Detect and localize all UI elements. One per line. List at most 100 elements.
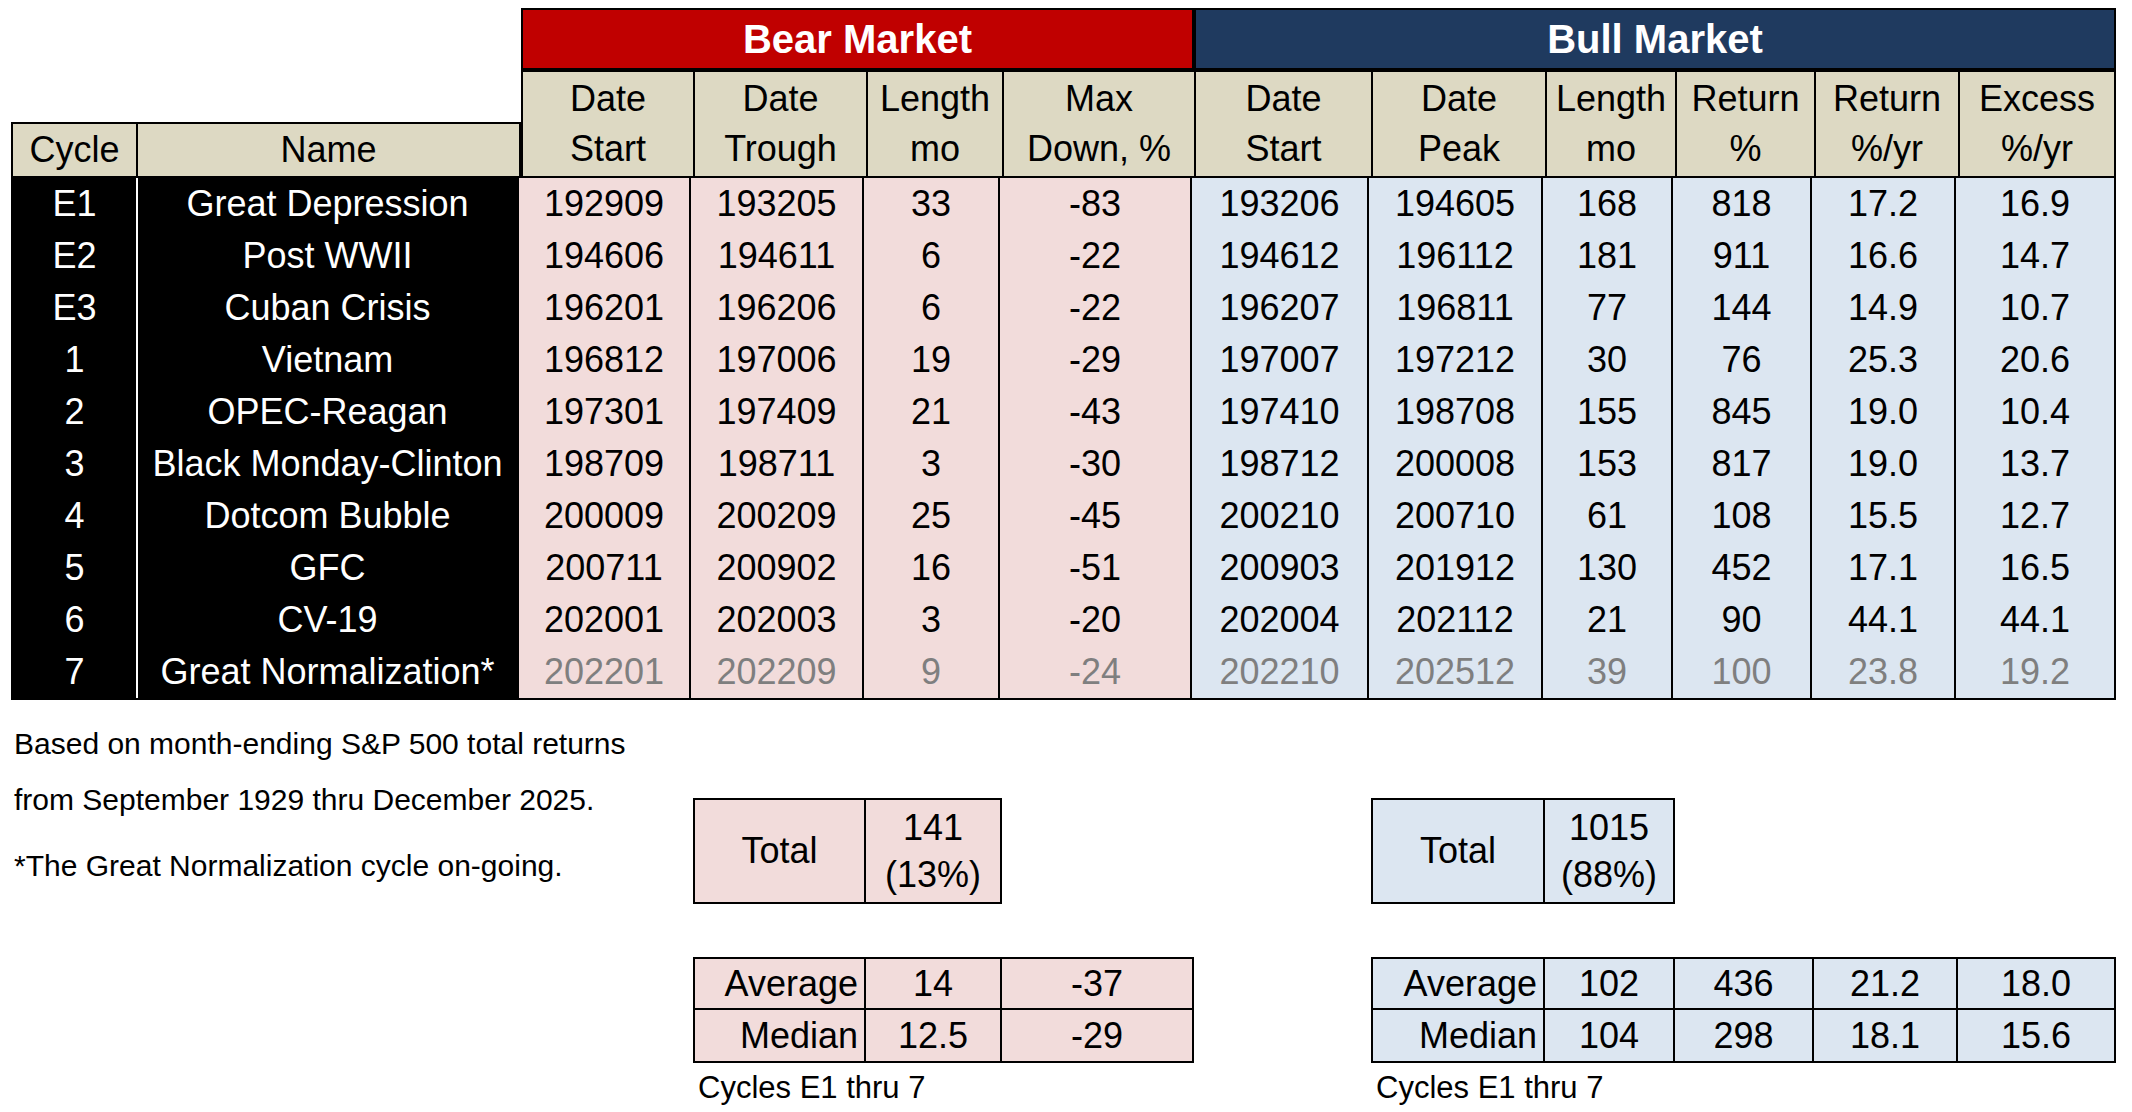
hdr-line2: mo (910, 124, 960, 174)
hdr-line2: mo (1586, 124, 1636, 174)
cell-bear-date-start: 200009 (519, 490, 691, 542)
hdr-line1: Date (570, 74, 646, 124)
cell-bull-excess-yr: 14.7 (1956, 230, 2114, 282)
footnotes: Based on month-ending S&P 500 total retu… (14, 716, 626, 894)
cell-bull-return: 108 (1673, 490, 1812, 542)
cell-name: Great Normalization* (138, 646, 519, 698)
table-row: 1 Vietnam 196812 197006 19 -29 197007 19… (13, 334, 2114, 386)
col-header-bull-date-peak: Date Peak (1373, 72, 1547, 176)
cell-cycle: E1 (13, 178, 138, 230)
cell-bear-date-start: 200711 (519, 542, 691, 594)
cell-bear-max-down: -30 (1000, 438, 1192, 490)
cell-bear-length: 3 (864, 438, 1000, 490)
hdr-line1: Excess (1979, 74, 2095, 124)
cell-bull-return-yr: 16.6 (1812, 230, 1956, 282)
cell-bull-return: 817 (1673, 438, 1812, 490)
col-header-cycle: Cycle (13, 124, 138, 176)
cell-name: GFC (138, 542, 519, 594)
table-row: 3 Black Monday-Clinton 198709 198711 3 -… (13, 438, 2114, 490)
cell-bull-date-peak: 200008 (1369, 438, 1543, 490)
cell-bear-date-start: 192909 (519, 178, 691, 230)
cell-bull-date-start: 194612 (1192, 230, 1369, 282)
table-row: 5 GFC 200711 200902 16 -51 200903 201912… (13, 542, 2114, 594)
cell-bull-date-peak: 194605 (1369, 178, 1543, 230)
hdr-line1: Length (1556, 74, 1666, 124)
bear-total-value: 141 (13%) (866, 800, 1000, 902)
cell-bear-max-down: -20 (1000, 594, 1192, 646)
bull-summary-box: Average 102 436 21.2 18.0 Median 104 298… (1371, 957, 2116, 1063)
bull-median-label: Median (1373, 1010, 1545, 1061)
cell-bull-length: 77 (1543, 282, 1673, 334)
cell-bull-date-peak: 202512 (1369, 646, 1543, 698)
bear-median-length: 12.5 (866, 1010, 1002, 1061)
bear-summary-caption: Cycles E1 thru 7 (698, 1070, 925, 1106)
cell-bull-date-peak: 196811 (1369, 282, 1543, 334)
bull-total-label: Total (1373, 800, 1545, 902)
cell-bull-return-yr: 17.1 (1812, 542, 1956, 594)
hdr-line2: Peak (1418, 124, 1500, 174)
bull-average-label: Average (1373, 959, 1545, 1008)
cell-bear-date-start: 202001 (519, 594, 691, 646)
cell-name: Black Monday-Clinton (138, 438, 519, 490)
bull-total-percent: (88%) (1561, 851, 1657, 898)
cell-bull-excess-yr: 19.2 (1956, 646, 2114, 698)
cell-bull-excess-yr: 13.7 (1956, 438, 2114, 490)
col-header-name: Name (138, 124, 519, 176)
cell-cycle: E2 (13, 230, 138, 282)
bull-market-header: Bull Market (1194, 8, 2116, 70)
cell-bear-date-trough: 197006 (691, 334, 864, 386)
bull-total-months: 1015 (1569, 804, 1649, 851)
market-cycles-sheet: Bear Market Bull Market Date Start Date … (0, 0, 2132, 1112)
bear-total-percent: (13%) (885, 851, 981, 898)
cell-bull-excess-yr: 10.4 (1956, 386, 2114, 438)
bull-median-excess-yr: 15.6 (1958, 1010, 2114, 1061)
cell-bull-return: 90 (1673, 594, 1812, 646)
cell-bear-date-trough: 193205 (691, 178, 864, 230)
cell-bull-return-yr: 17.2 (1812, 178, 1956, 230)
bear-average-row: Average 14 -37 (695, 959, 1192, 1010)
table-row: E1 Great Depression 192909 193205 33 -83… (13, 178, 2114, 230)
cell-name: Great Depression (138, 178, 519, 230)
bull-total-value: 1015 (88%) (1545, 800, 1673, 902)
cell-name: Dotcom Bubble (138, 490, 519, 542)
cell-bull-excess-yr: 20.6 (1956, 334, 2114, 386)
cell-bear-date-trough: 196206 (691, 282, 864, 334)
bull-summary-caption: Cycles E1 thru 7 (1376, 1070, 1603, 1106)
corner-header-row: Cycle Name (11, 122, 521, 178)
cell-bull-length: 168 (1543, 178, 1673, 230)
cell-bear-max-down: -83 (1000, 178, 1192, 230)
cell-bull-date-peak: 200710 (1369, 490, 1543, 542)
cell-bull-length: 39 (1543, 646, 1673, 698)
cell-bull-length: 155 (1543, 386, 1673, 438)
cell-bull-length: 181 (1543, 230, 1673, 282)
bull-average-length: 102 (1545, 959, 1675, 1008)
bull-median-return: 298 (1675, 1010, 1814, 1061)
cell-name: Post WWII (138, 230, 519, 282)
cell-bear-length: 21 (864, 386, 1000, 438)
footnote-source-line2: from September 1929 thru December 2025. (14, 772, 626, 828)
hdr-line1: Return (1691, 74, 1799, 124)
cell-bull-return: 100 (1673, 646, 1812, 698)
cell-bear-date-trough: 200902 (691, 542, 864, 594)
cell-bear-date-trough: 194611 (691, 230, 864, 282)
hdr-line2: %/yr (2001, 124, 2073, 174)
bear-total-box: Total 141 (13%) (693, 798, 1002, 904)
cell-cycle: 1 (13, 334, 138, 386)
hdr-line1: Return (1833, 74, 1941, 124)
table-row: 6 CV-19 202001 202003 3 -20 202004 20211… (13, 594, 2114, 646)
cell-bull-date-peak: 202112 (1369, 594, 1543, 646)
cell-bull-length: 30 (1543, 334, 1673, 386)
cell-bull-excess-yr: 12.7 (1956, 490, 2114, 542)
table-row: 2 OPEC-Reagan 197301 197409 21 -43 19741… (13, 386, 2114, 438)
bear-total-label: Total (695, 800, 866, 902)
cell-bull-length: 21 (1543, 594, 1673, 646)
cell-bear-max-down: -24 (1000, 646, 1192, 698)
bear-median-max-down: -29 (1002, 1010, 1192, 1061)
bull-total-box: Total 1015 (88%) (1371, 798, 1675, 904)
cell-bear-date-start: 196812 (519, 334, 691, 386)
bull-median-length: 104 (1545, 1010, 1675, 1061)
column-header-row: Date Start Date Trough Length mo Max Dow… (521, 70, 2116, 178)
bear-total-months: 141 (903, 804, 963, 851)
bear-market-title: Bear Market (743, 17, 972, 62)
bear-summary-box: Average 14 -37 Median 12.5 -29 (693, 957, 1194, 1063)
